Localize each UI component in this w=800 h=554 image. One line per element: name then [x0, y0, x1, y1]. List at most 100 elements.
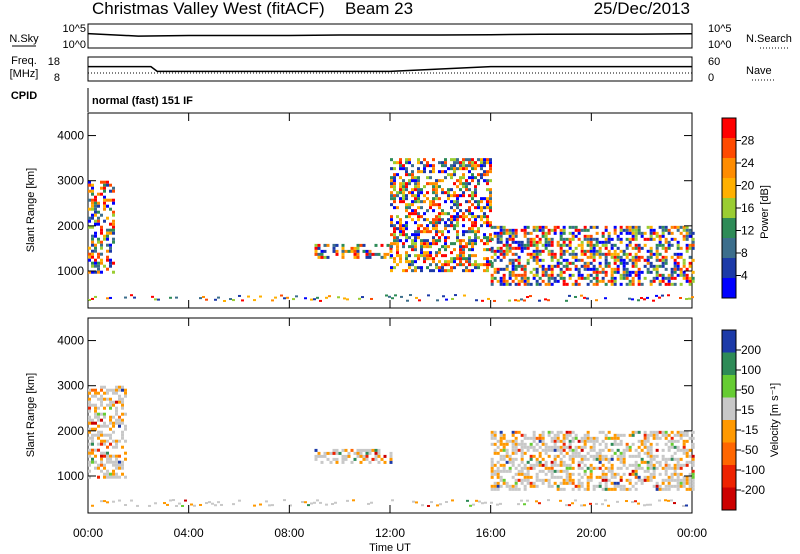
- data-cell: [685, 279, 689, 283]
- data-cell: [490, 442, 494, 446]
- data-cell: [667, 243, 671, 247]
- data-cell: [420, 251, 423, 255]
- data-cell: [91, 403, 94, 407]
- data-cell: [356, 454, 360, 458]
- data-cell: [130, 499, 133, 502]
- data-cell: [453, 203, 456, 207]
- data-cell: [94, 195, 97, 199]
- data-cell: [402, 233, 405, 237]
- data-cell: [541, 478, 545, 482]
- data-cell: [402, 224, 405, 228]
- data-cell: [676, 267, 680, 271]
- data-cell: [106, 297, 109, 300]
- data-cell: [417, 200, 420, 204]
- data-cell: [580, 294, 583, 297]
- data-cell: [423, 167, 426, 171]
- data-cell: [685, 481, 689, 485]
- data-cell: [622, 267, 626, 271]
- data-cell: [399, 191, 402, 195]
- data-cell: [335, 252, 339, 256]
- data-cell: [253, 504, 256, 507]
- data-cell: [649, 264, 653, 268]
- data-cell: [480, 206, 483, 210]
- data-cell: [649, 246, 653, 250]
- data-cell: [544, 237, 548, 241]
- data-cell: [676, 487, 680, 491]
- data-cell: [426, 239, 429, 243]
- data-cell: [583, 234, 587, 238]
- data-cell: [450, 176, 453, 180]
- data-cell: [553, 264, 557, 268]
- data-cell: [550, 267, 554, 271]
- data-cell: [538, 445, 542, 449]
- data-cell: [556, 273, 560, 277]
- data-cell: [682, 448, 686, 452]
- data-cell: [486, 173, 489, 177]
- data-cell: [544, 466, 548, 470]
- data-cell: [112, 463, 115, 467]
- data-cell: [435, 194, 438, 198]
- data-cell: [523, 234, 527, 238]
- data-cell: [529, 270, 533, 274]
- data-cell: [286, 296, 289, 299]
- data-cell: [465, 158, 468, 162]
- data-cell: [586, 475, 590, 479]
- data-cell: [562, 270, 566, 274]
- data-cell: [550, 255, 554, 259]
- data-cell: [450, 206, 453, 210]
- data-cell: [613, 258, 617, 262]
- data-cell: [631, 472, 635, 476]
- data-cell: [420, 248, 423, 252]
- data-cell: [466, 499, 469, 502]
- data-cell: [565, 433, 569, 437]
- colorbar-swatch: [722, 442, 736, 465]
- data-cell: [106, 457, 109, 461]
- data-cell: [637, 463, 641, 467]
- data-cell: [462, 257, 465, 261]
- data-cell: [361, 296, 364, 299]
- data-cell: [91, 460, 94, 464]
- data-cell: [667, 466, 671, 470]
- data-cell: [634, 463, 638, 467]
- data-cell: [571, 457, 575, 461]
- data-cell: [474, 191, 477, 195]
- data-cell: [616, 442, 620, 446]
- data-cell: [432, 182, 435, 186]
- data-cell: [547, 445, 551, 449]
- data-cell: [100, 192, 103, 196]
- data-cell: [568, 448, 572, 452]
- colorbar-swatch: [722, 238, 736, 258]
- data-cell: [259, 503, 262, 506]
- data-cell: [106, 501, 109, 504]
- data-cell: [414, 269, 417, 273]
- data-cell: [432, 185, 435, 189]
- data-cell: [610, 243, 614, 247]
- data-cell: [655, 258, 659, 262]
- data-cell: [676, 240, 680, 244]
- data-cell: [432, 164, 435, 168]
- data-cell: [97, 204, 100, 208]
- data-cell: [514, 273, 518, 277]
- data-cell: [390, 218, 393, 222]
- data-cell: [616, 234, 620, 238]
- data-cell: [332, 457, 336, 461]
- data-cell: [456, 218, 459, 222]
- data-cell: [607, 457, 611, 461]
- data-cell: [423, 194, 426, 198]
- data-cell: [94, 427, 97, 431]
- data-cell: [362, 243, 366, 247]
- data-cell: [571, 282, 575, 286]
- data-cell: [414, 212, 417, 216]
- data-cell: [628, 454, 632, 458]
- data-cell: [94, 454, 97, 458]
- data-cell: [471, 158, 474, 162]
- data-cell: [462, 182, 465, 186]
- data-cell: [121, 460, 124, 464]
- data-cell: [601, 267, 605, 271]
- data-cell: [301, 501, 304, 504]
- data-cell: [118, 400, 121, 404]
- data-cell: [673, 267, 677, 271]
- data-cell: [589, 240, 593, 244]
- data-cell: [205, 298, 208, 301]
- data-cell: [622, 249, 626, 253]
